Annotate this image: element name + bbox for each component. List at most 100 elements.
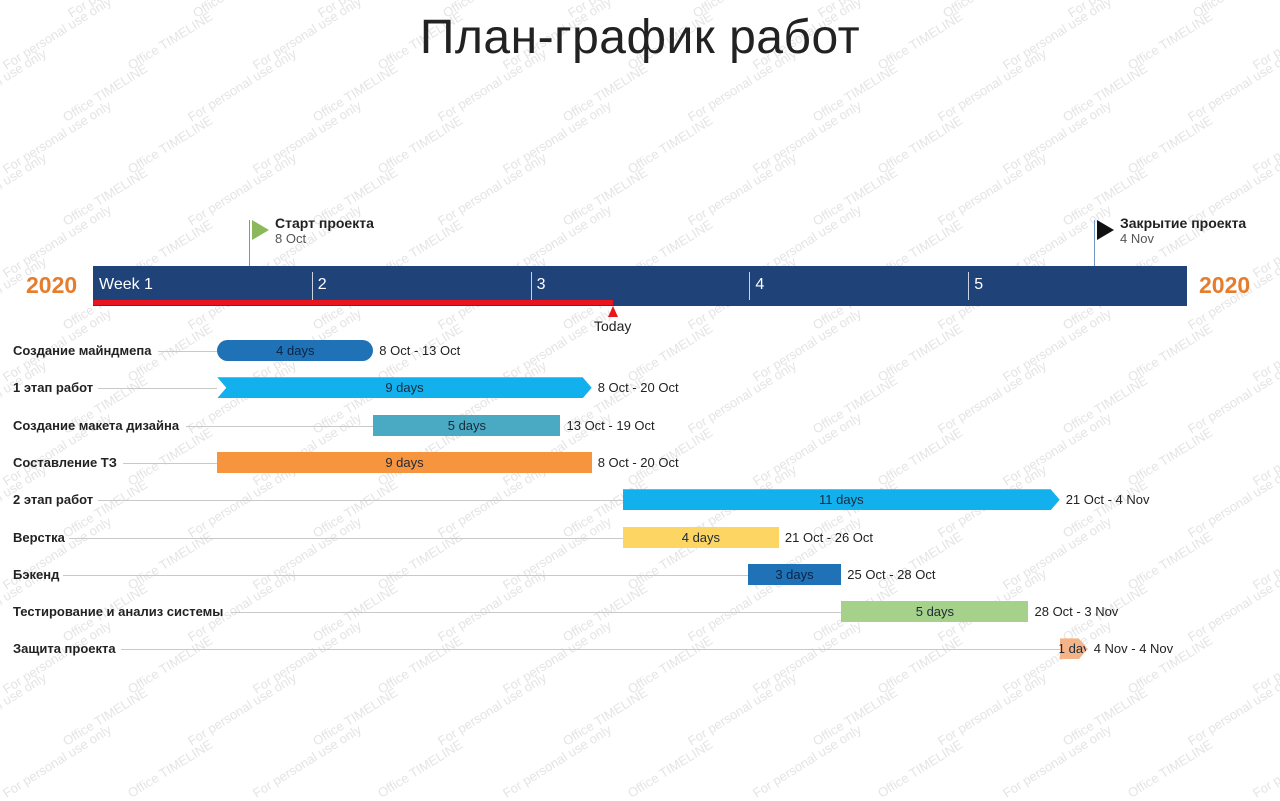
week-label: 3: [536, 276, 546, 293]
task-bar[interactable]: 5 days: [841, 601, 1029, 623]
week-label: 5: [974, 276, 984, 293]
year-right-label: 2020: [1199, 272, 1251, 298]
watermark-text: For personal use only: [500, 97, 614, 177]
task-label: Тестирование и анализ системы: [13, 604, 224, 620]
task-guide-line: [158, 351, 218, 352]
task-row: Составление ТЗ 9 days 8 Oct - 20 Oct: [0, 451, 1280, 475]
watermark-text: For personal use only: [435, 149, 549, 229]
milestone-line: [249, 220, 250, 266]
watermark-text: Office TIMELINE: [560, 164, 651, 229]
task-date-range: 8 Oct - 20 Oct: [597, 380, 679, 396]
task-duration: 4 days: [276, 343, 315, 358]
week-label: Week 1: [99, 276, 153, 293]
watermark-text: Office TIMELINE: [1060, 60, 1151, 125]
task-date-range: 8 Oct - 13 Oct: [379, 343, 461, 358]
task-bar[interactable]: 5 days: [373, 414, 561, 436]
watermark-text: For personal use only: [1250, 202, 1280, 281]
milestone-line: [1094, 220, 1095, 266]
task-label: Верстка: [13, 529, 65, 545]
task-bar[interactable]: 1 day: [1060, 638, 1088, 659]
watermark-text: Office TIMELINE: [810, 164, 901, 229]
task-row: 2 этап работ 11 days 21 Oct - 4 Nov: [0, 488, 1280, 512]
watermark-text: Office TIMELINE: [60, 684, 151, 749]
task-label: Создание макета дизайна: [13, 417, 180, 433]
task-row: Создание майндмепа 4 days 8 Oct - 13 Oct: [0, 339, 1280, 363]
task-guide-line: [63, 574, 748, 576]
task-duration: 3 days: [775, 566, 814, 582]
watermark-text: For personal use only: [0, 721, 114, 801]
today-label: Today: [594, 318, 632, 334]
year-left-label: 2020: [26, 272, 78, 298]
watermark-text: Office TIMELINE: [60, 164, 151, 229]
task-date-range: 28 Oct - 3 Nov: [1034, 604, 1119, 620]
task-label: Защита проекта: [13, 641, 116, 657]
week-separator: [311, 272, 313, 300]
task-date-range: 8 Oct - 20 Oct: [597, 454, 679, 470]
milestone-flag-icon: [1097, 220, 1114, 240]
task-row: Тестирование и анализ системы 5 days 28 Oc…: [0, 600, 1280, 624]
milestone-date: 4 Nov: [1120, 231, 1154, 246]
watermark-text: Office TIMELINE: [875, 736, 966, 801]
task-bar[interactable]: 4 days: [622, 526, 779, 548]
watermark-text: For personal use only: [750, 97, 864, 177]
week-separator: [968, 272, 970, 300]
watermark-text: Office TIMELINE: [310, 684, 401, 749]
watermark-text: Office TIMELINE: [375, 736, 466, 801]
today-marker-icon: [608, 306, 618, 317]
task-bar[interactable]: 3 days: [747, 563, 842, 585]
watermark-text: For personal use only: [685, 149, 799, 229]
task-guide-line: [98, 500, 623, 502]
watermark-text: For personal use only: [0, 149, 49, 229]
watermark-text: Office TIMELINE: [60, 60, 151, 125]
week-label: 2: [317, 276, 327, 293]
task-bar[interactable]: 11 days: [623, 489, 1060, 510]
milestone-title: Закрытие проекта: [1120, 215, 1247, 231]
watermark-text: Office TIMELINE: [560, 60, 651, 125]
watermark-text: Office TIMELINE: [810, 60, 901, 125]
task-guide-line: [121, 649, 1060, 651]
watermark-text: For personal use only: [250, 721, 364, 801]
task-bar[interactable]: 9 days: [217, 451, 592, 473]
watermark-text: Office TIMELINE: [875, 112, 966, 177]
watermark-text: For personal use only: [1000, 721, 1114, 801]
milestone-title: Старт проекта: [275, 215, 374, 231]
task-row: Защита проекта 1 day 4 Nov - 4 Nov: [0, 637, 1280, 661]
watermark-text: For personal use only: [1185, 669, 1280, 749]
task-row: Верстка 4 days 21 Oct - 26 Oct: [0, 526, 1280, 550]
task-guide-line: [231, 612, 842, 614]
watermark-text: Office TIMELINE: [1125, 736, 1216, 801]
watermark-text: For personal use only: [750, 721, 864, 801]
task-row: Бэкенд 3 days 25 Oct - 28 Oct: [0, 563, 1280, 587]
task-guide-line: [186, 425, 374, 427]
watermark-text: For personal use only: [1250, 98, 1280, 177]
task-label: Бэкенд: [13, 566, 60, 582]
task-date-range: 25 Oct - 28 Oct: [847, 566, 936, 582]
task-date-range: 13 Oct - 19 Oct: [566, 417, 655, 433]
watermark-text: Office TIMELINE: [810, 684, 901, 749]
task-guide-line: [123, 462, 218, 464]
watermark-text: Office TIMELINE: [125, 736, 216, 801]
watermark-text: For personal use only: [685, 669, 799, 749]
task-date-range: 4 Nov - 4 Nov: [1093, 641, 1174, 657]
watermark-text: Office TIMELINE: [625, 736, 716, 801]
milestone-flag-icon: [252, 220, 269, 240]
watermark-text: For personal use only: [500, 721, 614, 801]
task-guide-line: [98, 388, 218, 390]
progress-line: [93, 300, 613, 305]
watermark-text: For personal use only: [0, 669, 49, 749]
task-label: 1 этап работ: [13, 380, 94, 396]
task-bar[interactable]: 9 days: [217, 377, 591, 398]
task-bar[interactable]: 4 days: [217, 340, 374, 361]
watermark-text: For personal use only: [185, 669, 299, 749]
task-duration: 5 days: [915, 604, 955, 620]
watermark-text: Office TIMELINE: [310, 60, 401, 125]
watermark-text: Office TIMELINE: [1125, 112, 1216, 177]
week-label: 4: [755, 276, 765, 293]
task-guide-line: [69, 537, 623, 539]
watermark-text: For personal use only: [250, 97, 364, 177]
week-separator: [530, 272, 532, 300]
task-date-range: 21 Oct - 26 Oct: [784, 529, 874, 545]
task-label: Создание майндмепа: [13, 343, 152, 358]
task-duration: 5 days: [447, 417, 487, 433]
watermark-text: For personal use only: [0, 97, 114, 177]
